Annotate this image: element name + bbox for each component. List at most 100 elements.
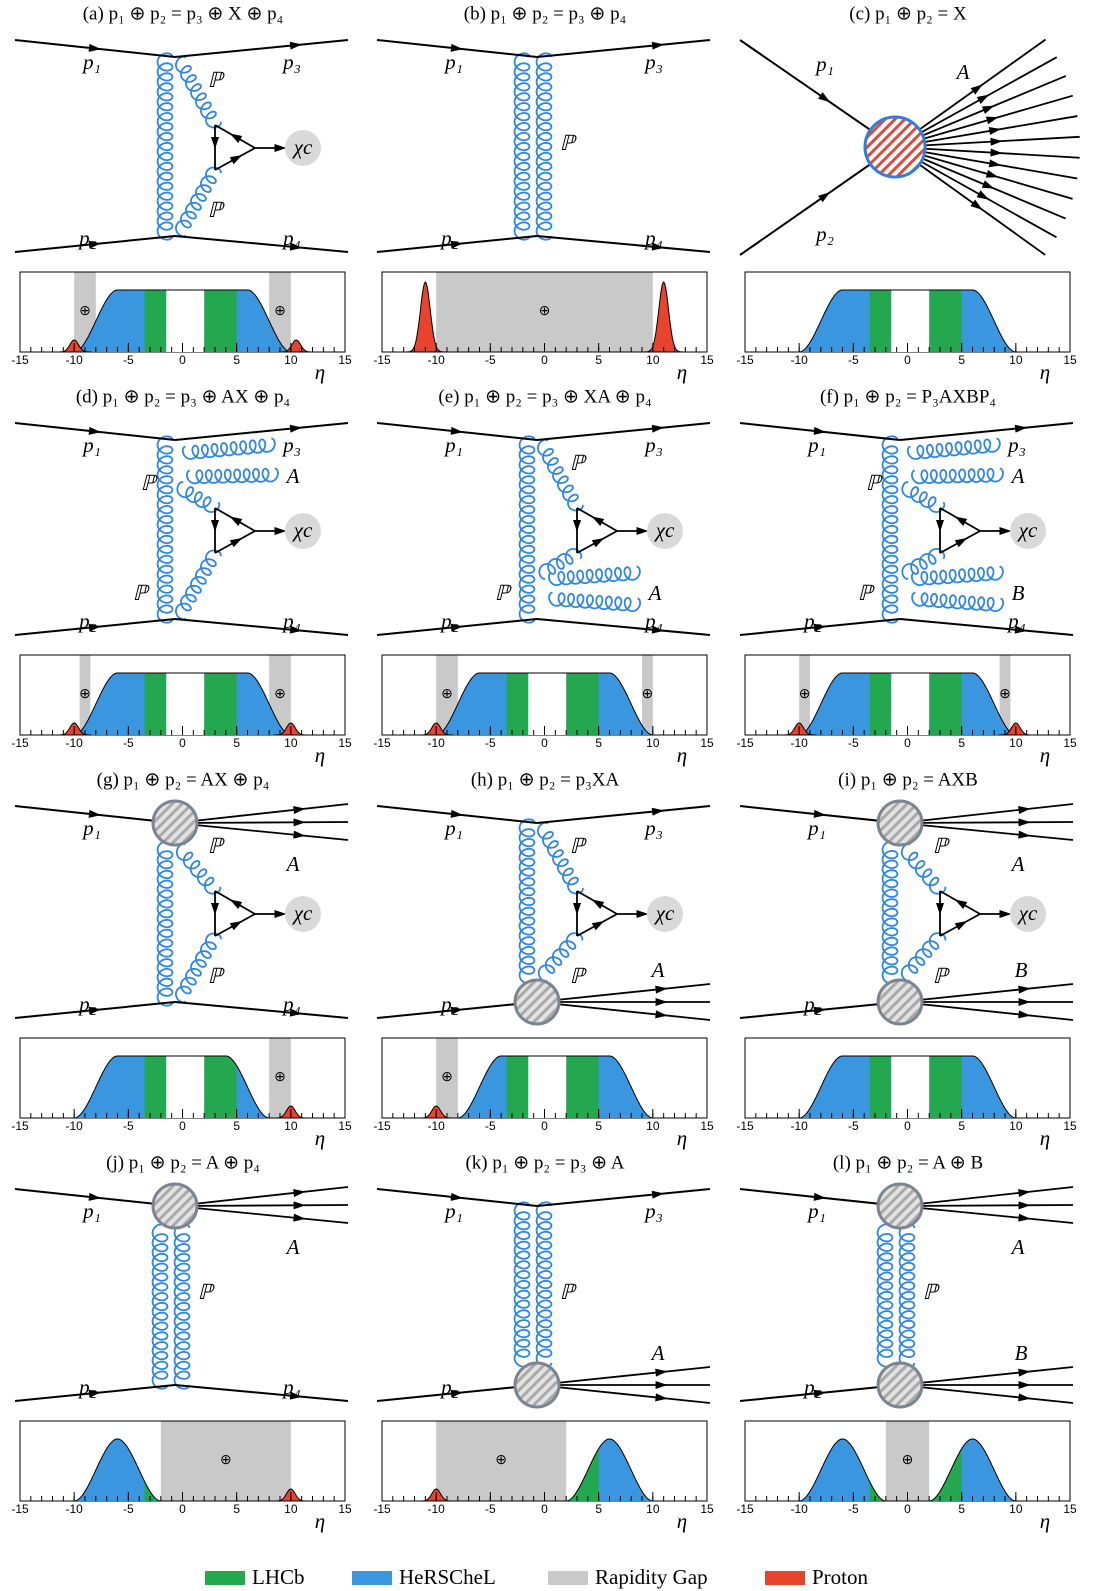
x-tick-label: 5: [233, 1119, 240, 1133]
arrow-head: [1018, 986, 1030, 994]
x-axis-label: η: [315, 360, 325, 384]
lhcb-area: [566, 673, 599, 735]
particle-line: [175, 619, 348, 635]
gluon: [912, 469, 1003, 484]
x-tick-label: 5: [233, 1502, 240, 1516]
particle-line: [175, 423, 348, 440]
blob: [515, 980, 559, 1024]
diagram-label: p₁: [806, 816, 826, 840]
arrow-head: [592, 538, 604, 547]
diagram-label: p₂: [439, 226, 459, 250]
gluon: [177, 482, 219, 512]
arrow-head: [990, 138, 1002, 146]
arrow-head: [293, 1189, 305, 1197]
particle-line: [537, 619, 710, 635]
diagram-label: ℙ: [133, 581, 151, 605]
x-tick-label: 0: [541, 1119, 548, 1133]
x-tick-label: 10: [1009, 353, 1023, 367]
gap-symbol: ⊕: [274, 304, 286, 319]
gap-symbol: ⊕: [79, 687, 91, 702]
x-axis-label: η: [1040, 360, 1050, 384]
gluon: [158, 53, 173, 239]
x-tick-label: 10: [646, 736, 660, 750]
gap-symbol: ⊕: [902, 1453, 914, 1468]
diagram-label: p₂: [802, 1375, 822, 1399]
gluon: [187, 469, 278, 484]
particle-line: [175, 1205, 348, 1206]
x-tick-label: 5: [595, 1119, 602, 1133]
x-tick-label: 10: [1009, 736, 1023, 750]
diagram-label: A: [285, 852, 300, 876]
central-area: [891, 673, 929, 735]
arrow-head: [1019, 1201, 1031, 1209]
panel-title: (k) p₁ ⊕ p₂ = p₃ ⊕ A: [465, 1152, 624, 1173]
lhcb-area: [870, 290, 892, 352]
gluon: [908, 439, 1000, 460]
x-tick-label: 5: [958, 1119, 965, 1133]
arrow-head: [230, 921, 242, 930]
x-tick-label: -10: [427, 353, 445, 367]
diagram-label: ℙ: [208, 834, 226, 858]
x-tick-label: 10: [284, 1119, 298, 1133]
arrow-head: [986, 170, 999, 178]
diagram-label: p₂: [77, 226, 97, 250]
diagram-label: A: [285, 1235, 300, 1259]
particle-line: [175, 1385, 348, 1401]
arrow-head: [1018, 1189, 1030, 1197]
x-tick-label: -10: [65, 353, 83, 367]
arrow-head: [211, 903, 219, 915]
diagram-label: A: [285, 464, 300, 488]
arrow-head: [970, 200, 982, 210]
particle-line: [900, 1206, 1073, 1223]
x-tick-label: -15: [373, 353, 391, 367]
arrow-head: [637, 910, 649, 918]
diagram-label: p₂: [802, 992, 822, 1016]
arrow-head: [982, 106, 995, 114]
arrow-head: [977, 190, 989, 199]
diagram-label: p₁: [81, 50, 101, 74]
arrow-head: [1000, 910, 1012, 918]
diagram-label: p₂: [77, 992, 97, 1016]
x-axis-label: η: [315, 1509, 325, 1533]
particle-line: [175, 1187, 348, 1206]
arrow-head: [656, 998, 668, 1006]
x-tick-label: -15: [11, 353, 29, 367]
diagram-label: ℙ: [560, 1280, 578, 1304]
x-axis-label: η: [1040, 743, 1050, 767]
arrow-head: [275, 527, 287, 535]
diagram-label: p₃: [643, 1199, 663, 1223]
x-tick-label: 10: [646, 1119, 660, 1133]
panel-title: (h) p₁ ⊕ p₂ = p₃XA: [471, 769, 620, 790]
particle-line: [537, 423, 710, 440]
diagram-label: A: [650, 1341, 665, 1365]
gluon: [537, 53, 552, 239]
lhcb-area: [870, 673, 892, 735]
gluon: [183, 439, 275, 460]
diagram-label: ℙ: [198, 1280, 216, 1304]
lhcb-area: [929, 290, 962, 352]
arrow-head: [655, 986, 667, 994]
gap-symbol: ⊕: [799, 687, 811, 702]
x-tick-label: -10: [65, 736, 83, 750]
gap-symbol: ⊕: [495, 1453, 507, 1468]
x-tick-label: 10: [646, 1502, 660, 1516]
x-axis-label: η: [677, 1509, 687, 1533]
particle-line: [175, 1002, 348, 1018]
particle-line: [175, 1206, 348, 1223]
diagram-label: p₁: [814, 52, 834, 76]
particle-line: [900, 822, 1073, 823]
gap-symbol: ⊕: [220, 1453, 232, 1468]
diagram-label: p₄: [643, 609, 663, 633]
panel: (d) p₁ ⊕ p₂ = p₃ ⊕ AX ⊕ p₄χcℙℙAp₁p₃p₂p₄⊕…: [11, 386, 352, 766]
gap-symbol: ⊕: [79, 304, 91, 319]
particle-line: [900, 1187, 1073, 1206]
diagram-label: p₃: [1006, 433, 1026, 457]
gluon: [175, 1224, 190, 1388]
gluon: [515, 1202, 530, 1366]
diagram-label: p₁: [806, 433, 826, 457]
particle-line: [537, 40, 710, 57]
gluon: [883, 841, 898, 984]
x-tick-label: 0: [179, 1502, 186, 1516]
page: (a) p₁ ⊕ p₂ = p₃ ⊕ X ⊕ p₄χcℙℙp₁p₃p₂p₄⊕⊕-…: [0, 0, 1109, 1591]
